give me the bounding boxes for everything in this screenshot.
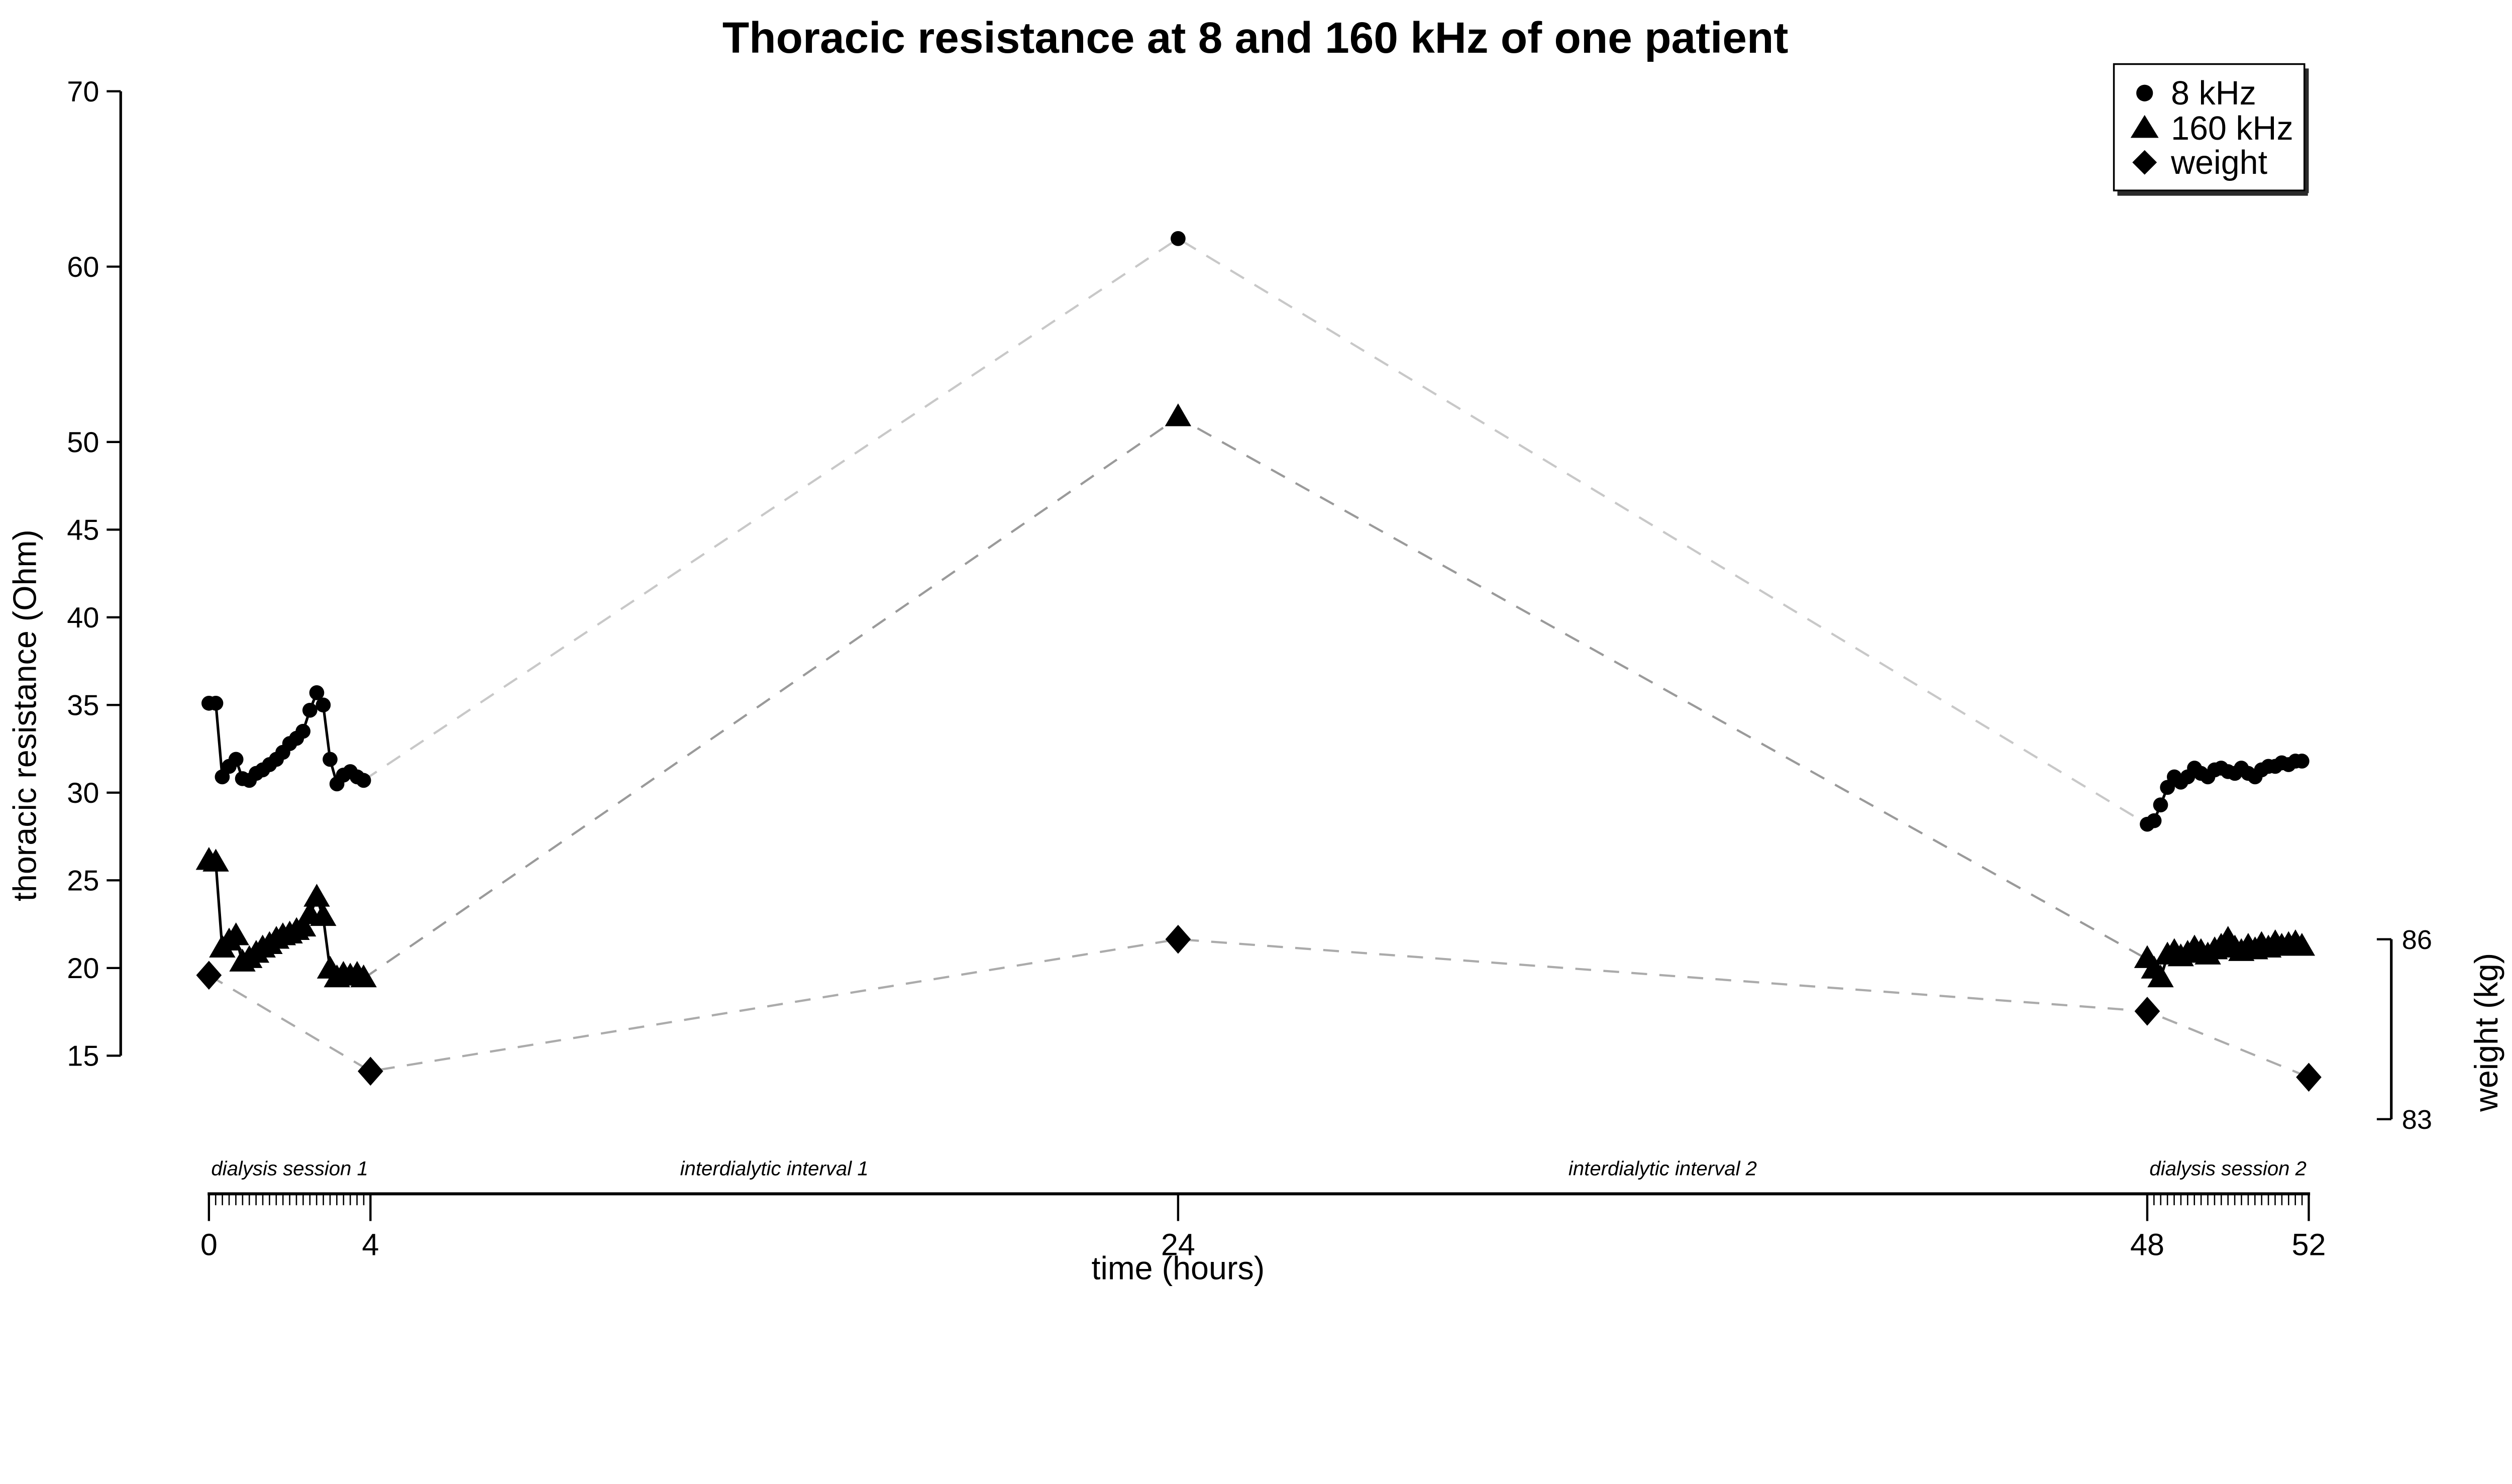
data-markers-layer [195, 231, 2322, 1092]
x-axis-tick-label: 52 [2291, 1228, 2326, 1262]
x-axis-tick-label: 4 [362, 1228, 379, 1262]
legend-shadow [2117, 191, 2308, 196]
legend-label-8khz: 8 kHz [2171, 75, 2256, 112]
160-khz-marker [350, 964, 377, 988]
8-khz-marker [228, 752, 244, 767]
y-right-axis-label: weight (kg) [2468, 953, 2504, 1112]
8-khz-marker [2294, 754, 2310, 769]
weight-axis-tick-label: 83 [2402, 1105, 2432, 1135]
160-khz-marker [2147, 964, 2174, 988]
axes-layer: 15 20 25 30 35 40 45 50 60 70 0 4 24 48 52 83 86 [67, 76, 2432, 1262]
legend-label-weight: weight [2170, 144, 2267, 181]
weight-marker [2134, 997, 2160, 1026]
x-axis-tick-label: 0 [200, 1228, 218, 1262]
annotation-interdialytic-interval-2: interdialytic interval 2 [1568, 1157, 1757, 1180]
y-axis-tick-label: 70 [67, 76, 99, 108]
y-axis-tick-label: 60 [67, 251, 99, 283]
weight-marker [1165, 924, 1191, 954]
y-axis-tick-label: 20 [67, 952, 99, 985]
connector-lines-layer [208, 237, 2310, 1079]
session-1-line-160-khz [208, 860, 364, 981]
160-khz-marker [310, 903, 337, 926]
legend: 8 kHz 160 kHz weight [2113, 63, 2309, 196]
160-khz-marker [2288, 933, 2316, 956]
8-khz-marker [295, 723, 310, 739]
legend-item-8khz: 8 kHz [2136, 75, 2256, 112]
160-khz-marker [223, 922, 249, 945]
8-khz-marker [2153, 797, 2168, 813]
8-khz-marker [2146, 813, 2162, 828]
8-khz-marker [215, 769, 230, 785]
weight-marker [196, 961, 222, 990]
x-axis-tick-label: 24 [1161, 1228, 1195, 1262]
8-khz-marker [316, 697, 331, 713]
8-khz-marker [302, 702, 318, 718]
weight-marker [2296, 1063, 2322, 1092]
8-khz-marker-24h [1171, 231, 1186, 246]
y-axis-tick-label: 25 [67, 865, 99, 897]
annotation-interdialytic-interval-1: interdialytic interval 1 [680, 1157, 869, 1180]
annotation-dialysis-session-2: dialysis session 2 [2149, 1157, 2307, 1180]
legend-shadow-right [2305, 68, 2309, 193]
y-axis-label: thoracic resistance (Ohm) [7, 529, 43, 901]
phase-annotations: dialysis session 1 interdialytic interva… [211, 1157, 2307, 1180]
y-axis-tick-label: 50 [67, 427, 99, 459]
y-axis-tick-label: 40 [67, 602, 99, 634]
8-khz-marker [309, 685, 325, 700]
connector-line-160-khz [363, 416, 2148, 980]
8-khz-marker [356, 773, 371, 788]
x-axis-tick-label: 48 [2130, 1228, 2164, 1262]
y-axis-tick-label: 15 [67, 1040, 99, 1072]
triangle-icon [2130, 115, 2159, 138]
legend-item-weight: weight [2132, 144, 2267, 181]
y-axis-tick-label: 30 [67, 777, 99, 809]
y-axis-tick-label: 45 [67, 514, 99, 546]
connector-line-weight [208, 938, 2310, 1079]
160-khz-marker [303, 884, 330, 907]
legend-label-160khz: 160 kHz [2171, 110, 2293, 147]
weight-axis-tick-label: 86 [2402, 925, 2432, 955]
8-khz-marker [208, 695, 224, 711]
thoracic-resistance-chart: 15 20 25 30 35 40 45 50 60 70 0 4 24 48 52 83 86 Thoraci… [6, 13, 2505, 1287]
weight-marker [358, 1056, 383, 1086]
8-khz-marker [2160, 780, 2175, 795]
160-khz-marker-24h [1165, 403, 1192, 427]
chart-title: Thoracic resistance at 8 and 160 kHz of … [722, 13, 1789, 62]
annotation-dialysis-session-1: dialysis session 1 [211, 1157, 368, 1180]
160-khz-marker [289, 913, 317, 937]
y-axis-tick-label: 35 [67, 689, 99, 721]
legend-item-160khz: 160 kHz [2130, 110, 2293, 147]
160-khz-marker [202, 849, 229, 872]
session-lines-layer [208, 689, 2303, 982]
8-khz-marker [323, 752, 338, 767]
circle-icon [2136, 84, 2153, 101]
figure: 15 20 25 30 35 40 45 50 60 70 0 4 24 48 52 83 86 Thoraci… [6, 13, 2505, 1287]
connector-line-8-khz [363, 237, 2148, 825]
x-axis-label: time (hours) [1092, 1250, 1265, 1287]
